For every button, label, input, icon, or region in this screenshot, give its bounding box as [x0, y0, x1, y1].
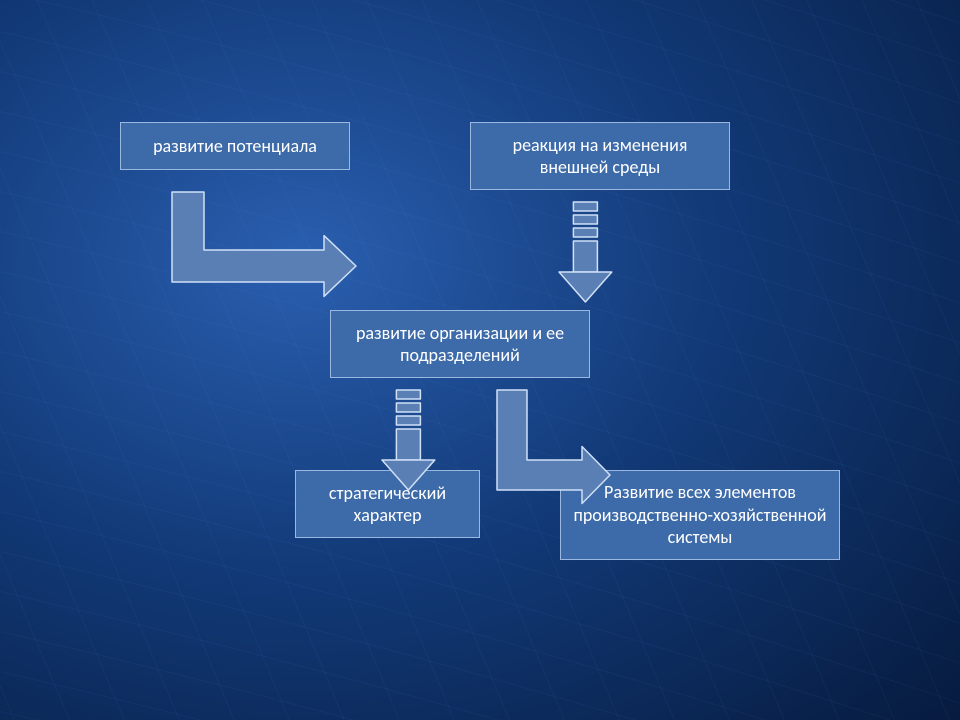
- arrow-down-center-to-bottom-left: [380, 388, 437, 492]
- arrow-down-top-right-to-center: [557, 200, 614, 304]
- node-label: реакция на изменения внешней среды: [481, 134, 719, 179]
- arrow-elbow-center-to-bottom-right: [495, 388, 612, 522]
- node-center: развитие организации и ее подразделений: [330, 310, 590, 378]
- arrow-elbow-left-to-center: [170, 190, 358, 316]
- slide-canvas: развитие потенциала реакция на изменения…: [0, 0, 960, 720]
- node-label: развитие организации и ее подразделений: [341, 322, 579, 367]
- node-label: развитие потенциала: [153, 135, 317, 158]
- node-top-right: реакция на изменения внешней среды: [470, 122, 730, 190]
- node-top-left: развитие потенциала: [120, 122, 350, 170]
